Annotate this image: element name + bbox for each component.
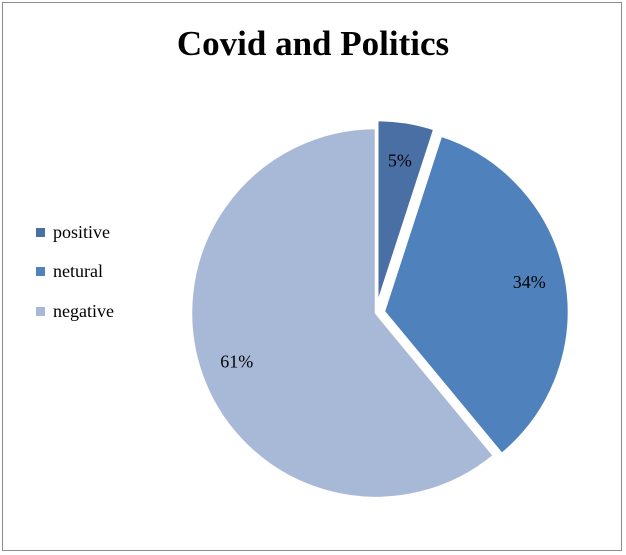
pie-slice-negative <box>189 126 496 500</box>
legend: positive netural negative <box>36 222 114 341</box>
legend-item-positive: positive <box>36 222 114 242</box>
legend-label-positive: positive <box>53 221 110 242</box>
legend-swatch-positive <box>36 227 45 237</box>
chart-title: Covid and Politics <box>176 24 450 63</box>
legend-label-negative: negative <box>53 300 114 321</box>
legend-item-netural: netural <box>36 261 114 282</box>
legend-swatch-netural <box>36 267 45 276</box>
data-label-negative: 61% <box>220 351 253 371</box>
data-label-netural: 34% <box>513 272 546 292</box>
data-label-positive: 5% <box>388 151 412 171</box>
pie-slice-positive <box>376 118 436 307</box>
legend-label-netural: netural <box>53 261 103 281</box>
pie-slice-netural <box>382 134 571 456</box>
legend-swatch-negative <box>36 306 45 316</box>
legend-item-negative: negative <box>36 301 114 321</box>
